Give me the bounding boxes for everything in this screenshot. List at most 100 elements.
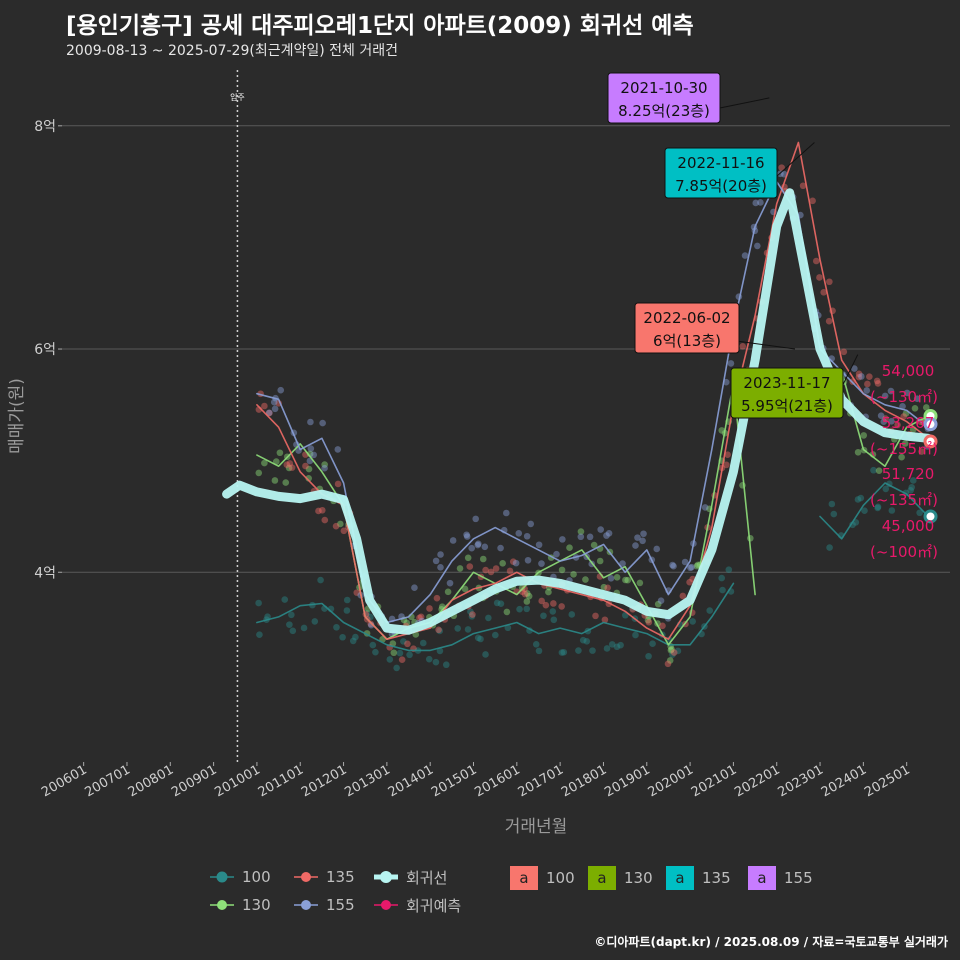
legend-key-100 xyxy=(208,866,236,888)
transaction-point xyxy=(463,531,470,538)
x-tick-label: 201501 xyxy=(429,762,479,800)
transaction-point xyxy=(728,360,735,367)
transaction-point xyxy=(447,580,454,587)
transaction-point xyxy=(271,399,278,406)
transaction-point xyxy=(742,252,749,259)
transaction-point xyxy=(597,558,604,565)
transaction-point xyxy=(493,565,500,572)
transaction-point xyxy=(290,628,297,635)
transaction-point xyxy=(523,606,530,613)
transaction-point xyxy=(399,656,406,663)
transaction-point xyxy=(333,523,340,530)
transaction-point xyxy=(578,533,585,540)
legend-label-regression: 회귀선 xyxy=(406,867,447,888)
annotation-label: 2022-06-026억(13층) xyxy=(635,303,795,353)
transaction-point xyxy=(311,618,318,625)
legend-box-key-135: a xyxy=(666,866,694,890)
legend-label-forecast: 회귀예측 xyxy=(406,895,461,916)
transaction-point xyxy=(319,420,326,427)
transaction-point xyxy=(536,648,543,655)
transaction-point xyxy=(587,534,594,541)
transaction-point xyxy=(435,627,442,634)
transaction-point xyxy=(472,516,479,523)
transaction-point xyxy=(863,387,870,394)
transaction-point xyxy=(604,585,611,592)
transaction-point xyxy=(282,479,289,486)
annotation-label: 2021-10-30 8.25억(23층) xyxy=(608,73,769,123)
transaction-point xyxy=(503,510,510,517)
transaction-point xyxy=(553,551,560,558)
transaction-point xyxy=(640,530,647,537)
source-caption: ©디아파트(dapt.kr) / 2025.08.09 / 자료=국토교통부 실… xyxy=(594,933,948,950)
transaction-point xyxy=(568,611,575,618)
transaction-point xyxy=(474,542,481,549)
transaction-point xyxy=(334,446,341,453)
transaction-point xyxy=(513,560,520,567)
transaction-point xyxy=(658,597,665,604)
transaction-point xyxy=(754,243,761,250)
x-tick-label: 202201 xyxy=(732,762,782,800)
transaction-point xyxy=(604,645,611,652)
x-tick-label: 201901 xyxy=(602,762,652,800)
transaction-point xyxy=(319,507,326,514)
transaction-point xyxy=(437,551,444,558)
transaction-point xyxy=(286,621,293,628)
transaction-point xyxy=(559,649,566,656)
transaction-point xyxy=(507,568,514,575)
forecast-area-label: (~100㎡) xyxy=(870,543,938,561)
legend-key-135 xyxy=(292,866,320,888)
legend-box-key-130: a xyxy=(588,866,616,890)
transaction-point xyxy=(516,606,523,613)
x-tick-label: 201701 xyxy=(516,762,566,800)
forecast-value-label: 54,000 xyxy=(882,362,935,380)
transaction-point xyxy=(420,640,427,647)
transaction-point xyxy=(829,501,836,508)
transaction-point xyxy=(570,571,577,578)
x-tick-label: 201401 xyxy=(386,762,436,800)
forecast-area-label: (~155㎡) xyxy=(870,440,938,458)
transaction-point xyxy=(582,576,589,583)
legend-key-130 xyxy=(208,894,236,916)
transaction-point xyxy=(606,530,613,537)
transaction-point xyxy=(333,624,340,631)
transaction-point xyxy=(533,641,540,648)
transaction-point xyxy=(860,432,867,439)
transaction-point xyxy=(404,640,411,647)
transaction-point xyxy=(649,640,656,647)
transaction-point xyxy=(406,651,413,658)
transaction-point xyxy=(719,587,726,594)
legend-box-label-135: 135 xyxy=(702,869,731,887)
transaction-point xyxy=(255,470,262,477)
legend-item-135: 135 xyxy=(292,866,355,888)
transaction-point xyxy=(549,608,556,615)
transaction-point xyxy=(558,603,565,610)
transaction-point xyxy=(301,625,308,632)
x-tick-label: 202401 xyxy=(819,762,869,800)
transaction-point xyxy=(504,609,511,616)
transaction-point xyxy=(344,597,351,604)
transaction-point xyxy=(858,495,865,502)
legend-box-155: a 155 xyxy=(748,866,813,890)
transaction-point xyxy=(289,464,296,471)
transaction-point xyxy=(465,626,472,633)
transaction-point xyxy=(583,638,590,645)
transaction-point xyxy=(870,467,877,474)
transaction-point xyxy=(739,343,746,350)
transaction-point xyxy=(536,541,543,548)
x-tick-label: 201001 xyxy=(212,762,262,800)
legend-box-key-100: a xyxy=(510,866,538,890)
transaction-point xyxy=(370,642,377,649)
y-tick-label: 8억 xyxy=(34,119,56,135)
annotation-price: 7.85억(20층) xyxy=(675,177,767,195)
transaction-point xyxy=(434,595,441,602)
annotation-date: 2022-06-02 xyxy=(643,309,730,327)
transaction-point xyxy=(858,373,865,380)
x-tick-label: 201801 xyxy=(559,762,609,800)
transaction-point xyxy=(831,511,838,518)
transaction-point xyxy=(469,611,476,618)
transaction-point xyxy=(457,565,464,572)
transaction-point xyxy=(411,584,418,591)
transaction-point xyxy=(551,616,558,623)
x-tick-label: 200601 xyxy=(39,762,89,800)
transaction-point xyxy=(454,625,461,632)
